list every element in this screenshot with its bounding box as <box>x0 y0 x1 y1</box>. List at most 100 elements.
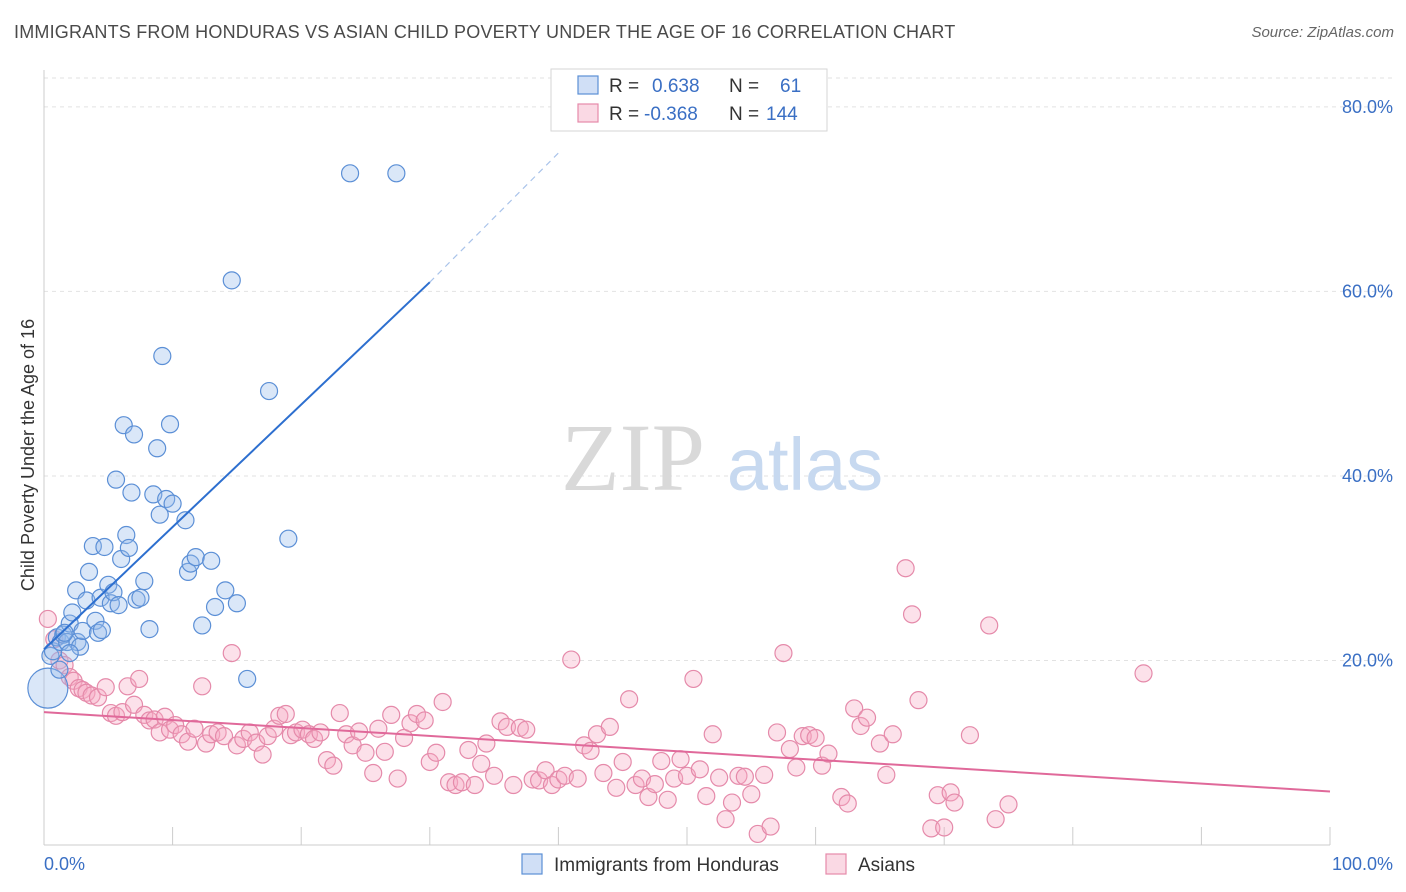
legend-r-label-2: R = <box>609 104 639 125</box>
y-tick-label: 40.0% <box>1342 466 1393 486</box>
data-point-honduras <box>340 164 360 183</box>
data-point-asians <box>722 793 742 812</box>
data-point-asians <box>140 711 159 730</box>
data-point-honduras <box>50 660 69 679</box>
data-point-asians <box>703 725 722 744</box>
asians-points <box>38 559 1153 844</box>
x-tick-labels: 0.0% 100.0% <box>44 854 1393 874</box>
data-point-asians <box>420 752 439 772</box>
data-point-asians <box>710 768 729 787</box>
trend-line-honduras <box>43 281 431 651</box>
data-point-asians <box>369 719 388 738</box>
data-point-honduras <box>60 643 79 663</box>
data-point-asians <box>193 677 212 696</box>
data-point-asians <box>517 720 536 739</box>
data-point-asians <box>356 743 375 762</box>
data-point-asians <box>1134 664 1153 683</box>
data-point-honduras <box>119 538 138 558</box>
data-point-honduras <box>279 529 298 548</box>
data-point-asians <box>986 810 1005 829</box>
y-tick-label: 80.0% <box>1342 97 1393 117</box>
series-legend-label-honduras: Immigrants from Honduras <box>554 855 779 876</box>
data-point-asians <box>270 706 289 725</box>
data-point-asians <box>222 643 241 663</box>
data-point-honduras <box>259 381 279 401</box>
data-point-asians <box>433 692 452 712</box>
series-legend-swatch-honduras <box>521 853 543 875</box>
data-point-asians <box>819 744 838 763</box>
data-point-asians <box>909 691 928 710</box>
data-point-asians <box>196 734 216 753</box>
data-point-asians <box>304 729 324 748</box>
legend-n-value-2: 144 <box>766 104 798 125</box>
watermark-zip: ZIP <box>561 404 705 511</box>
data-point-asians <box>755 765 774 784</box>
data-point-asians <box>941 783 960 802</box>
trend-line-honduras-extension <box>429 152 559 283</box>
data-point-asians <box>568 769 587 788</box>
data-point-asians <box>504 775 523 795</box>
data-point-asians <box>130 669 149 689</box>
y-tick-label: 20.0% <box>1342 650 1393 670</box>
data-point-asians <box>253 745 272 764</box>
data-point-asians <box>922 819 941 838</box>
data-point-honduras <box>122 483 141 502</box>
data-point-asians <box>485 766 504 785</box>
data-point-asians <box>870 734 890 753</box>
legend-n-value-1: 61 <box>780 76 801 97</box>
legend-n-label-2: N = <box>729 104 759 125</box>
legend-r-value-1: 0.638 <box>652 76 700 97</box>
series-legend-label-asians: Asians <box>858 855 915 876</box>
legend-n-label-1: N = <box>729 76 759 97</box>
data-point-asians <box>607 778 626 797</box>
data-point-honduras <box>135 572 154 591</box>
data-point-asians <box>658 790 677 809</box>
data-point-asians <box>671 750 690 769</box>
data-point-asians <box>945 793 964 812</box>
legend-r-label-1: R = <box>609 76 639 97</box>
data-point-honduras <box>114 416 133 435</box>
data-point-honduras <box>150 505 169 524</box>
data-point-asians <box>645 775 664 794</box>
data-point-asians <box>185 719 204 738</box>
legend-swatch-blue <box>577 75 599 95</box>
data-point-asians <box>477 734 496 753</box>
watermark: ZIP atlas <box>561 404 883 511</box>
data-point-asians <box>902 605 922 624</box>
data-point-asians <box>324 756 343 775</box>
data-point-asians <box>767 723 787 742</box>
data-point-honduras <box>79 562 99 582</box>
data-point-honduras <box>202 551 221 570</box>
data-point-asians <box>684 669 703 689</box>
stats-legend: R = 0.638 N = 61 R = -0.368 N = 144 <box>550 68 828 132</box>
data-point-asians <box>401 714 420 733</box>
data-point-asians <box>780 739 799 759</box>
data-point-asians <box>594 763 613 783</box>
data-point-asians <box>729 766 748 785</box>
data-point-asians <box>832 787 851 807</box>
data-point-honduras <box>73 621 92 641</box>
data-point-asians <box>311 723 330 742</box>
data-point-asians <box>857 708 877 727</box>
trend-lines <box>43 152 1331 793</box>
data-point-honduras <box>153 346 172 366</box>
data-point-honduras <box>238 669 257 689</box>
y-tick-labels: 20.0% 40.0% 60.0% 80.0% <box>1342 97 1393 671</box>
data-point-asians <box>465 775 484 795</box>
source-credit: Source: ZipAtlas.com <box>1251 24 1394 41</box>
data-point-asians <box>38 609 57 629</box>
data-point-asians <box>626 775 645 795</box>
data-point-asians <box>330 703 349 723</box>
data-point-honduras <box>124 425 144 444</box>
data-point-honduras <box>160 415 180 434</box>
watermark-atlas: atlas <box>727 423 883 506</box>
data-point-honduras <box>109 596 128 615</box>
data-point-honduras <box>95 537 114 557</box>
data-point-asians <box>999 795 1018 814</box>
honduras-points <box>27 164 406 709</box>
data-point-honduras <box>205 597 225 617</box>
data-point-asians <box>600 717 619 737</box>
data-point-asians <box>935 818 954 837</box>
data-point-honduras <box>176 511 195 530</box>
